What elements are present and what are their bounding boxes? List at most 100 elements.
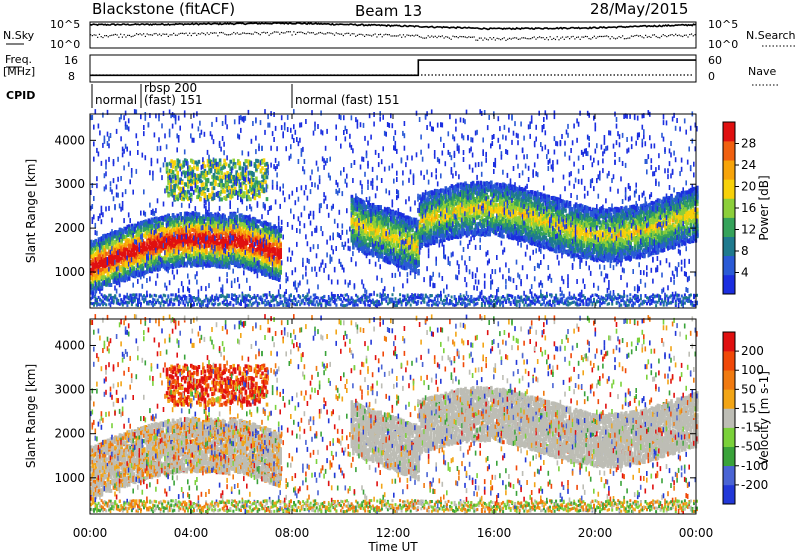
nsearch-point <box>653 34 656 36</box>
echo-cell <box>143 271 146 276</box>
echo-cell <box>241 166 245 171</box>
echo-cell <box>188 190 191 196</box>
echo-cell <box>123 247 126 252</box>
noise-left-tick-high: 10^5 <box>50 18 80 31</box>
echo-cell <box>130 257 133 263</box>
echo-cell <box>97 249 101 254</box>
nsearch-point <box>593 35 595 37</box>
nsearch-point <box>217 35 219 37</box>
echo-cell <box>141 253 145 258</box>
echo-cell <box>244 249 247 255</box>
echo-cell <box>268 256 271 262</box>
echo-cell <box>129 267 131 272</box>
echo-cell <box>99 268 102 273</box>
nsearch-point <box>662 34 664 36</box>
echo-cell <box>93 274 96 279</box>
echo-cell <box>94 268 98 273</box>
echo-cell <box>162 162 165 168</box>
echo-cell <box>187 303 189 307</box>
echo-cell <box>246 165 248 171</box>
echo-cell <box>149 241 152 245</box>
echo-cell <box>161 257 163 263</box>
echo-cell <box>235 175 237 181</box>
echo-cell <box>124 230 128 235</box>
echo-cell <box>108 266 110 272</box>
echo-cell <box>167 249 170 254</box>
echo-cell <box>126 296 129 300</box>
noise-left-tick-low: 10^0 <box>50 38 80 51</box>
echo-cell <box>126 248 129 252</box>
noise-right-tick-low: 10^0 <box>708 38 738 51</box>
echo-cell <box>173 228 176 233</box>
echo-cell <box>99 256 102 260</box>
echo-cell <box>132 271 134 277</box>
echo-cell <box>179 166 181 172</box>
echo-cell <box>97 283 101 288</box>
echo-cell <box>168 280 171 286</box>
nsearch-point <box>480 37 482 39</box>
nsearch-point <box>576 36 578 39</box>
echo-cell <box>267 122 269 128</box>
echo-cell <box>150 267 154 272</box>
echo-cell <box>90 247 93 252</box>
echo-cell <box>135 255 139 260</box>
echo-cell <box>223 141 225 147</box>
echo-cell <box>127 253 131 258</box>
echo-cell <box>96 147 98 153</box>
echo-cell <box>93 156 95 162</box>
nsearch-point <box>620 36 622 39</box>
echo-cell <box>217 211 219 217</box>
nsearch-point <box>431 35 433 37</box>
echo-cell <box>129 240 132 245</box>
echo-cell <box>141 233 144 239</box>
echo-cell <box>247 222 250 228</box>
echo-cell <box>203 203 206 209</box>
nsearch-point <box>146 33 148 35</box>
echo-cell <box>223 158 226 163</box>
nsearch-point <box>166 33 168 35</box>
echo-cell <box>117 298 120 302</box>
echo-cell <box>120 273 123 278</box>
echo-cell <box>168 236 172 240</box>
nsearch-point <box>229 34 231 36</box>
echo-cell <box>140 225 143 230</box>
nsearch-point <box>648 35 650 38</box>
echo-cell <box>133 244 137 249</box>
echo-cell <box>176 170 179 175</box>
nsearch-point <box>439 36 442 38</box>
nsearch-point <box>501 38 504 40</box>
echo-cell <box>117 230 120 234</box>
echo-cell <box>180 281 183 287</box>
echo-cell <box>96 274 99 279</box>
nsearch-point <box>549 36 551 38</box>
nsearch-point <box>462 36 465 38</box>
nsearch-point <box>328 32 330 34</box>
echo-cell <box>174 219 178 224</box>
nsearch-point <box>597 36 599 38</box>
nsearch-point <box>560 37 562 39</box>
echo-cell <box>129 293 132 297</box>
nsearch-point <box>394 35 396 37</box>
echo-cell <box>111 261 114 266</box>
echo-cell <box>208 283 210 289</box>
nsearch-point <box>526 38 528 40</box>
echo-cell <box>124 295 127 299</box>
echo-cell <box>121 247 125 252</box>
echo-cell <box>90 245 93 250</box>
echo-cell <box>162 300 165 304</box>
echo-cell <box>183 211 186 217</box>
echo-cell <box>227 174 230 180</box>
echo-cell <box>197 289 200 295</box>
echo-cell <box>159 248 163 253</box>
nsearch-point <box>613 37 615 39</box>
nsearch-point <box>371 35 373 37</box>
echo-cell <box>138 239 142 244</box>
echo-cell <box>226 299 228 305</box>
echo-cell <box>161 216 164 221</box>
echo-cell <box>114 205 116 211</box>
echo-cell <box>150 294 153 298</box>
echo-cell <box>109 296 112 300</box>
nsearch-point <box>282 32 284 34</box>
echo-cell <box>233 278 236 284</box>
echo-cell <box>174 226 178 231</box>
